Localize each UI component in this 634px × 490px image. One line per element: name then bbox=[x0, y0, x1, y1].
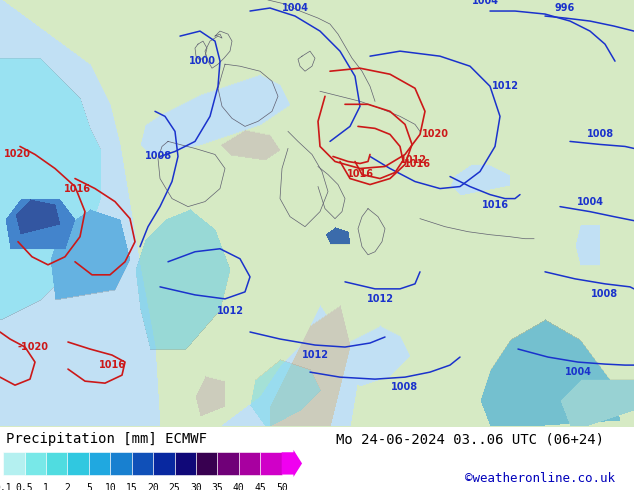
Bar bbox=[132, 452, 153, 474]
Text: 996: 996 bbox=[555, 3, 575, 13]
Text: 1004: 1004 bbox=[472, 0, 498, 6]
Text: 1008: 1008 bbox=[592, 289, 619, 299]
Text: 1008: 1008 bbox=[586, 129, 614, 139]
Text: 45: 45 bbox=[254, 483, 266, 490]
Text: 1020: 1020 bbox=[4, 149, 30, 159]
Text: 1012: 1012 bbox=[399, 155, 427, 166]
Bar bbox=[67, 452, 89, 474]
Text: 0.1: 0.1 bbox=[0, 483, 12, 490]
Bar bbox=[3, 452, 25, 474]
Text: 1004: 1004 bbox=[564, 367, 592, 377]
Bar bbox=[261, 452, 281, 474]
Text: 25: 25 bbox=[169, 483, 181, 490]
Bar bbox=[153, 452, 174, 474]
Text: 1008: 1008 bbox=[145, 151, 172, 162]
Bar bbox=[110, 452, 132, 474]
Text: 1016: 1016 bbox=[403, 159, 430, 170]
Text: 1004: 1004 bbox=[281, 3, 309, 13]
Text: 1016: 1016 bbox=[63, 184, 91, 194]
Text: 1016: 1016 bbox=[481, 199, 508, 210]
Text: 1012: 1012 bbox=[302, 350, 328, 360]
Text: 1012: 1012 bbox=[491, 81, 519, 91]
Bar bbox=[89, 452, 110, 474]
Text: Mo 24-06-2024 03..06 UTC (06+24): Mo 24-06-2024 03..06 UTC (06+24) bbox=[336, 432, 604, 446]
Text: 1012: 1012 bbox=[366, 294, 394, 304]
Text: 10: 10 bbox=[105, 483, 116, 490]
Bar bbox=[25, 452, 46, 474]
FancyArrow shape bbox=[281, 450, 302, 477]
Text: 2: 2 bbox=[65, 483, 70, 490]
Text: ©weatheronline.co.uk: ©weatheronline.co.uk bbox=[465, 472, 615, 485]
Text: 1016: 1016 bbox=[98, 360, 126, 370]
Text: 40: 40 bbox=[233, 483, 245, 490]
Bar bbox=[217, 452, 239, 474]
Text: 50: 50 bbox=[276, 483, 288, 490]
Text: 1008: 1008 bbox=[391, 382, 418, 392]
Bar bbox=[46, 452, 67, 474]
Text: 1012: 1012 bbox=[216, 306, 243, 316]
Text: 5: 5 bbox=[86, 483, 92, 490]
Text: 15: 15 bbox=[126, 483, 138, 490]
Bar bbox=[196, 452, 217, 474]
Text: 1016: 1016 bbox=[347, 169, 373, 178]
Text: 0.5: 0.5 bbox=[16, 483, 34, 490]
Text: 30: 30 bbox=[190, 483, 202, 490]
Text: -1020: -1020 bbox=[18, 342, 48, 352]
Text: 20: 20 bbox=[147, 483, 159, 490]
Text: 1004: 1004 bbox=[576, 196, 604, 207]
Text: 1: 1 bbox=[43, 483, 49, 490]
Text: 1000: 1000 bbox=[188, 56, 216, 66]
Text: 1020: 1020 bbox=[422, 129, 448, 139]
Bar bbox=[174, 452, 196, 474]
Text: Precipitation [mm] ECMWF: Precipitation [mm] ECMWF bbox=[6, 432, 207, 446]
Bar bbox=[239, 452, 261, 474]
Text: 35: 35 bbox=[212, 483, 223, 490]
